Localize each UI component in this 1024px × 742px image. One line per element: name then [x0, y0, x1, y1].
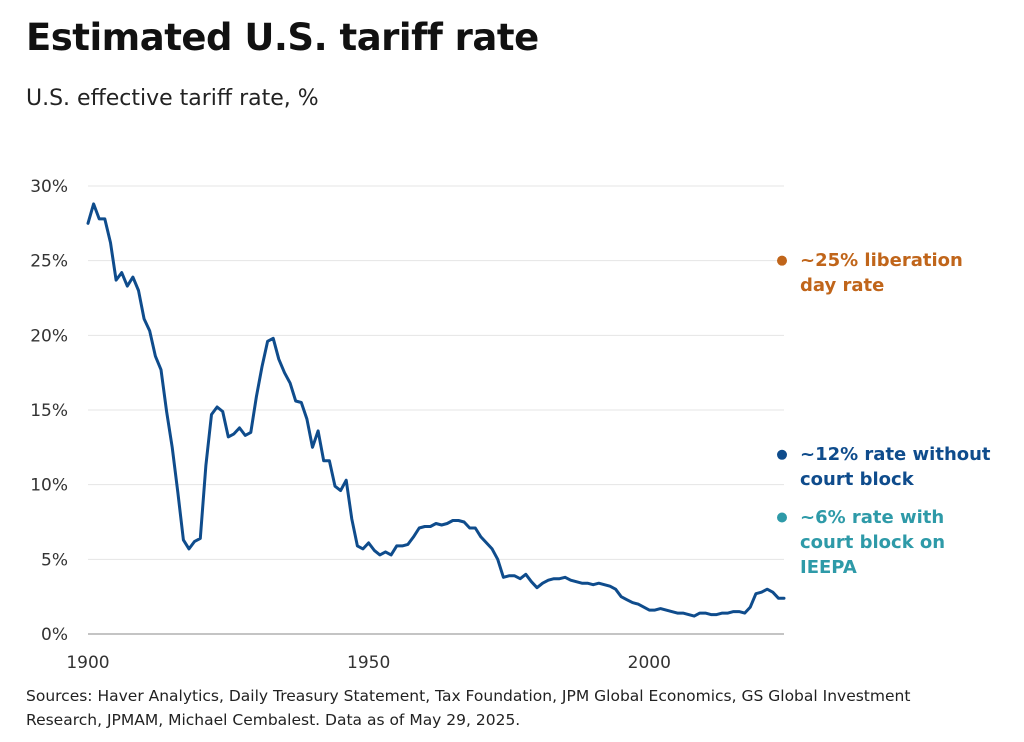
x-tick-label: 2000	[628, 653, 671, 673]
x-tick-label: 1950	[347, 653, 390, 673]
y-axis-ticks: 0% 5% 10% 15% 20% 25% 30%	[30, 177, 68, 645]
annotation-dots	[777, 255, 787, 523]
y-tick-label: 0%	[41, 625, 68, 645]
series-line	[86, 202, 786, 618]
y-tick-label: 20%	[30, 326, 68, 346]
y-tick-label: 10%	[30, 476, 68, 496]
chart-subtitle: U.S. effective tariff rate, %	[26, 86, 319, 111]
y-tick-label: 5%	[41, 550, 68, 570]
y-tick-label: 15%	[30, 401, 68, 421]
annotation-with-court-block: ~6% rate with court block on IEEPA	[800, 506, 946, 578]
annotation-dot	[777, 255, 787, 266]
x-axis-ticks: 1900 1950 2000	[66, 653, 671, 673]
annotation-without-court-block: ~12% rate without court block	[800, 443, 991, 490]
annotation-dot	[777, 449, 787, 460]
annotation-liberation-day: ~25% liberation day rate	[800, 249, 963, 296]
y-tick-label: 30%	[30, 177, 68, 197]
y-tick-label: 25%	[30, 252, 68, 272]
grid-lines	[88, 185, 784, 560]
sources-note: Sources: Haver Analytics, Daily Treasury…	[26, 687, 911, 729]
series-lines	[86, 202, 786, 618]
x-tick-label: 1900	[66, 653, 109, 673]
annotation-dot	[777, 512, 787, 523]
chart-title: Estimated U.S. tariff rate	[26, 16, 539, 59]
